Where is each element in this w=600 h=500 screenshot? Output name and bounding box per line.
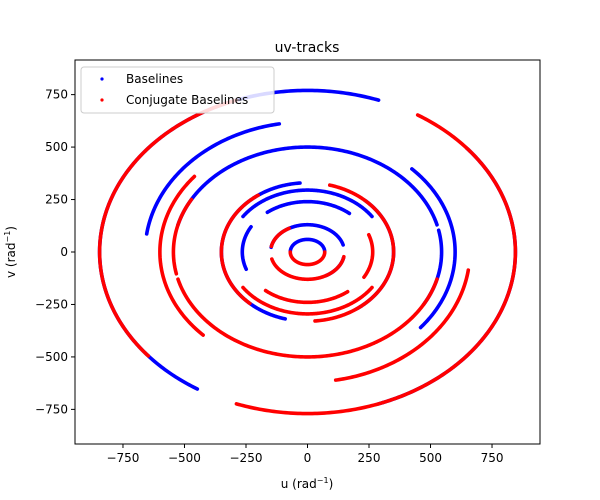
- uv-track: [333, 268, 471, 382]
- plot-frame: [75, 60, 540, 444]
- uv-track: [240, 225, 253, 272]
- y-axis-label: v (rad−1): [3, 226, 18, 278]
- uv-track: [288, 250, 327, 267]
- y-axis-ticks: −750 −500 −250 0 250 500 750: [35, 88, 75, 416]
- legend-marker-conjugate: [100, 98, 104, 102]
- uv-track: [269, 226, 291, 249]
- y-tick-label: −750: [35, 402, 68, 416]
- legend-label-baselines: Baselines: [126, 72, 183, 86]
- uv-track: [171, 197, 194, 276]
- x-axis-label-main: u (rad: [281, 477, 317, 491]
- x-tick-label: 750: [481, 451, 504, 465]
- x-tick-label: −750: [106, 451, 139, 465]
- series-conjugate-baselines: [97, 98, 518, 416]
- uv-track: [158, 174, 205, 337]
- uv-track: [144, 122, 282, 236]
- x-axis-label-sup: −1: [317, 476, 329, 485]
- y-tick-label: −500: [35, 350, 68, 364]
- y-tick-label: 750: [45, 88, 68, 102]
- uv-track: [270, 254, 346, 282]
- legend: Baselines Conjugate Baselines: [80, 66, 275, 114]
- x-tick-label: 250: [358, 451, 381, 465]
- uv-track: [219, 193, 260, 306]
- x-tick-label: −500: [168, 451, 201, 465]
- uv-track: [241, 188, 374, 219]
- y-tick-label: 250: [45, 193, 68, 207]
- legend-box: [80, 66, 275, 114]
- uv-track: [313, 183, 396, 323]
- y-axis-label-close: ): [4, 226, 18, 231]
- y-tick-label: 0: [60, 245, 68, 259]
- plot-area: [74, 59, 541, 445]
- legend-marker-baselines: [100, 77, 104, 81]
- y-axis-label-sup: −1: [3, 231, 12, 243]
- uv-track: [265, 199, 352, 216]
- uv-track: [176, 277, 439, 359]
- uv-track: [362, 232, 375, 279]
- uv-track: [241, 285, 374, 316]
- uv-track: [97, 98, 239, 358]
- x-axis-label-close: ): [329, 477, 334, 491]
- uv-track: [288, 237, 327, 254]
- chart-title: uv-tracks: [275, 40, 340, 56]
- x-axis-ticks: −750 −500 −250 0 250 500 750: [106, 444, 503, 465]
- y-tick-label: −250: [35, 297, 68, 311]
- y-axis-label-main: v (rad: [4, 242, 18, 278]
- uv-track: [263, 288, 350, 305]
- x-tick-label: 500: [419, 451, 442, 465]
- uv-track: [234, 113, 518, 416]
- uv-track: [410, 167, 457, 330]
- legend-label-conjugate: Conjugate Baselines: [126, 93, 248, 107]
- data-marks: [97, 88, 518, 416]
- uv-track: [176, 145, 439, 227]
- x-tick-label: 0: [304, 451, 312, 465]
- y-tick-label: 500: [45, 140, 68, 154]
- x-tick-label: −250: [230, 451, 263, 465]
- x-axis-label: u (rad−1): [281, 476, 334, 491]
